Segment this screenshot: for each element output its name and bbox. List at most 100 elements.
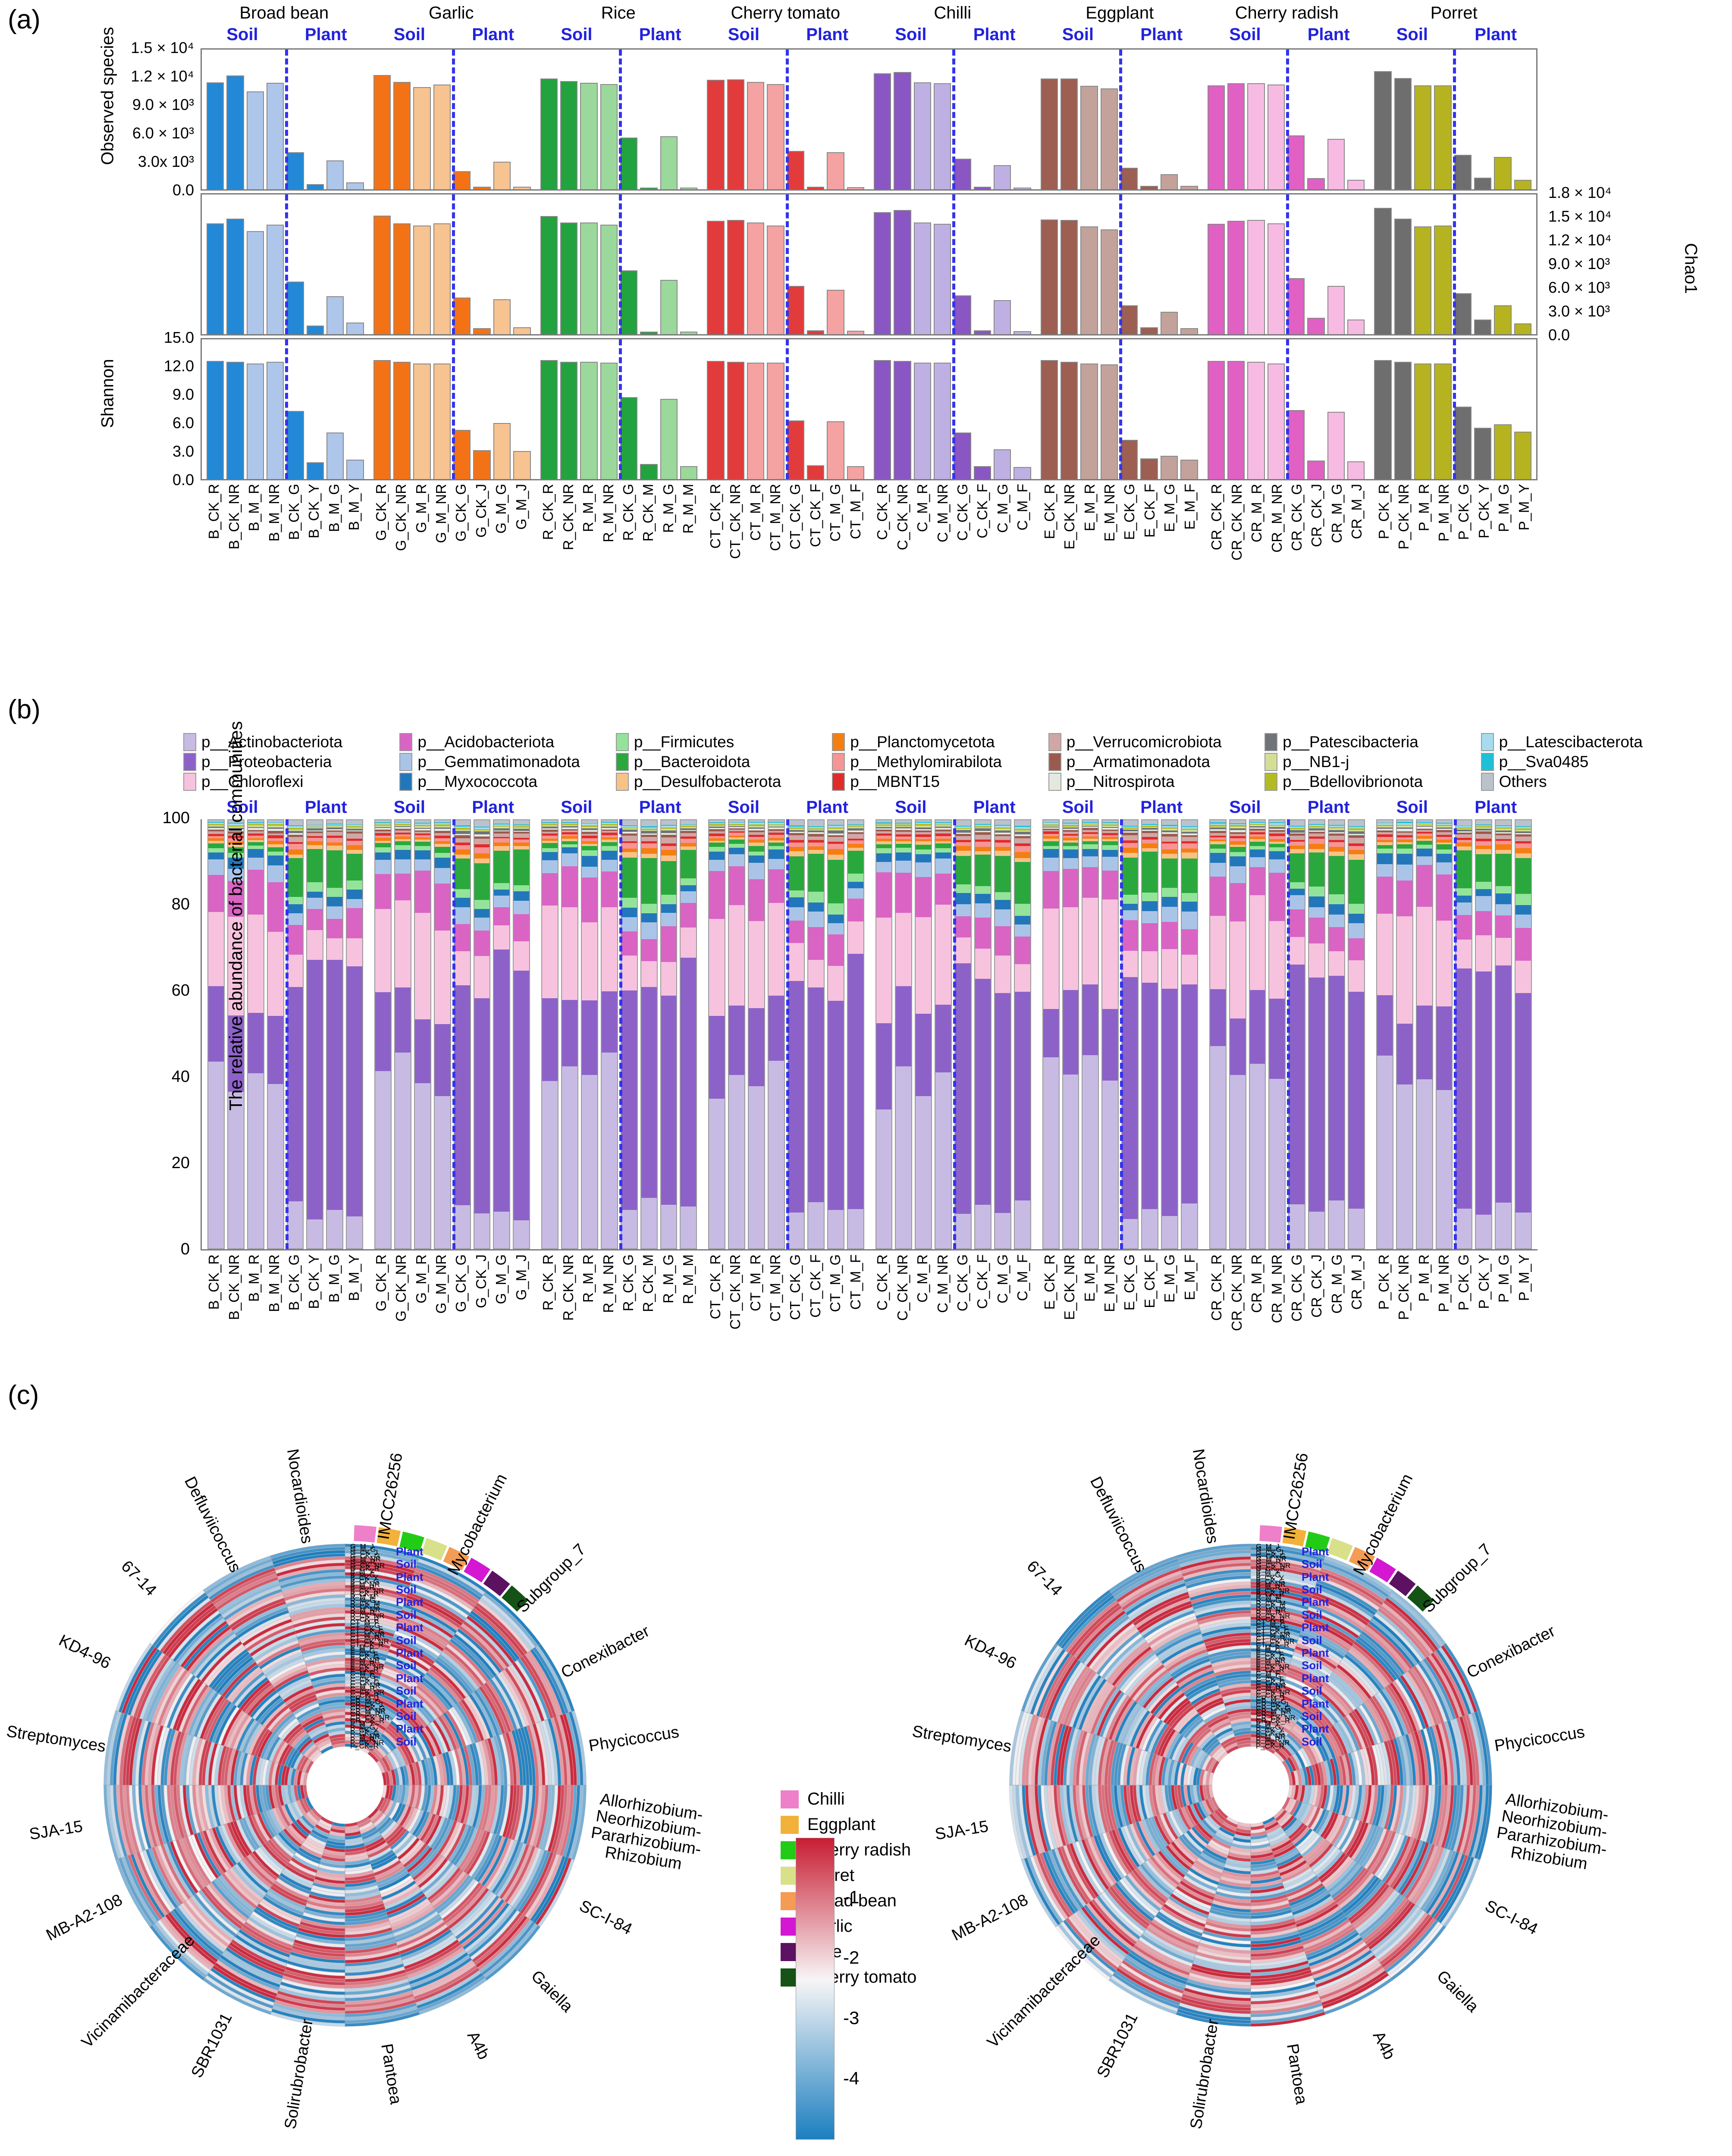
soil-plant-divider (1119, 339, 1123, 479)
stack-segment-14 (267, 829, 283, 831)
stack-segment-14 (582, 830, 597, 832)
xtick-1-6: G_M_G (491, 482, 511, 581)
stack-segment-12 (267, 833, 283, 836)
stack-segment-11 (681, 837, 697, 839)
stack-segment-18 (601, 823, 617, 824)
stack-segment-12 (395, 830, 411, 833)
stack-segment-0 (395, 1053, 411, 1248)
stack-segment-20 (1122, 820, 1138, 826)
stack-segment-5 (208, 852, 224, 859)
stack-segment-4 (1436, 862, 1452, 875)
stack-segment-12 (601, 830, 617, 833)
stack-segment-4 (1496, 904, 1512, 916)
b-xtick-label: P_M_NR (1436, 1254, 1452, 1312)
b-xtick-label: G_CK_NR (393, 1254, 409, 1322)
stack-segment-19 (1063, 823, 1079, 824)
legend-swatch-13 (1048, 753, 1061, 771)
b-xtick-label: R_CK_G (620, 1254, 636, 1312)
stack-segment-10 (1396, 837, 1412, 840)
stack-segment-18 (1014, 827, 1030, 829)
row-label-C_CK_F: C_CK_F (1256, 1675, 1284, 1684)
stack-segment-20 (434, 820, 450, 822)
bar-shannon-6-7 (1347, 461, 1365, 479)
bar-observed-species-3-0 (707, 80, 725, 189)
bar-chao1-4-7 (1013, 331, 1031, 334)
legend-label: p__Methylomirabilota (850, 753, 1002, 771)
b-xtick-label: C_M_F (1014, 1254, 1031, 1301)
b-xtick-0-5: B_CK_Y (304, 1253, 324, 1356)
bar-observed-species-5-0 (1040, 78, 1058, 189)
stack-segment-6 (248, 845, 264, 849)
stack-segment-0 (661, 1205, 677, 1248)
stack-bar-0-0 (207, 819, 225, 1249)
stack-segment-8 (1456, 846, 1472, 851)
stack-segment-15 (395, 826, 411, 827)
stack-segment-3 (975, 917, 991, 949)
stack-segment-5 (327, 896, 343, 906)
stack-segment-15 (514, 828, 530, 831)
stack-segment-6 (1329, 894, 1344, 905)
row-label-P_M_Y: P_M_Y (1256, 1720, 1280, 1728)
stack-segment-1 (1348, 991, 1364, 1209)
stack-segment-2 (1249, 895, 1265, 990)
stack-segment-2 (454, 951, 470, 985)
bar-shannon-4-2 (913, 363, 932, 479)
stack-segment-8 (1476, 849, 1492, 855)
stack-segment-11 (601, 833, 617, 836)
soil-plant-divider (1453, 50, 1456, 189)
stack-segment-15 (1142, 828, 1158, 830)
stack-segment-12 (208, 831, 224, 834)
stack-segment-3 (1377, 876, 1393, 914)
stack-segment-2 (1516, 960, 1531, 993)
stack-segment-19 (542, 822, 558, 823)
stack-segment-11 (1210, 835, 1226, 838)
b-xtick-label: E_M_R (1081, 1254, 1098, 1302)
soil-plant-divider-b (285, 819, 289, 1249)
stack-segment-17 (1456, 827, 1472, 829)
stack-segment-19 (709, 822, 725, 823)
stack-segment-14 (769, 827, 784, 829)
stack-segment-10 (562, 834, 578, 837)
row-label-G_CK_NR: G_CK_NR (350, 1561, 385, 1570)
stack-segment-4 (621, 917, 637, 932)
stack-segment-6 (1269, 847, 1285, 851)
stack-segment-9 (1161, 849, 1177, 854)
compartment-pair-4: Soil Plant (869, 25, 1036, 45)
stack-segment-10 (347, 841, 363, 845)
stack-segment-3 (228, 881, 244, 917)
stack-segment-0 (749, 1086, 765, 1248)
row-label-G_CK_NR: G_CK_NR (1256, 1561, 1291, 1570)
row-label-G_M_R: G_M_R (1256, 1558, 1281, 1567)
bar-chao1-5-4 (1120, 305, 1138, 334)
stack-segment-20 (514, 820, 530, 824)
row-label-E_M_G: E_M_G (350, 1647, 375, 1655)
stack-segment-16 (788, 828, 804, 830)
stack-bar-2-6 (660, 819, 678, 1249)
stack-segment-18 (542, 823, 558, 824)
b-xtick-2-4: R_CK_G (618, 1253, 638, 1356)
stack-segment-20 (248, 820, 264, 823)
stack-segment-14 (788, 831, 804, 834)
row-label-E_CK_G: E_CK_G (1256, 1653, 1285, 1661)
stack-segment-3 (935, 873, 951, 905)
stack-segment-13 (1516, 834, 1531, 837)
stack-segment-5 (1496, 893, 1512, 904)
stack-segment-20 (1043, 820, 1059, 822)
stack-segment-3 (896, 872, 912, 913)
stack-segment-19 (828, 824, 844, 826)
row-label-P_CK_Y: P_CK_Y (350, 1726, 379, 1734)
stack-segment-7 (847, 851, 863, 874)
stack-segment-7 (729, 840, 745, 844)
bar-shannon-2-4 (620, 397, 638, 479)
stack-segment-3 (1210, 876, 1226, 916)
stack-segment-14 (1014, 834, 1030, 836)
stack-segment-4 (808, 912, 824, 927)
xtick-label: R_M_R (580, 484, 596, 532)
stack-segment-5 (1181, 902, 1197, 912)
stack-segment-5 (494, 889, 510, 896)
stack-bar-3-6 (827, 819, 844, 1249)
bar-chao1-7-4 (1454, 293, 1472, 334)
stack-segment-14 (1348, 834, 1364, 835)
stack-segment-17 (896, 824, 912, 826)
stack-segment-8 (1516, 853, 1531, 859)
